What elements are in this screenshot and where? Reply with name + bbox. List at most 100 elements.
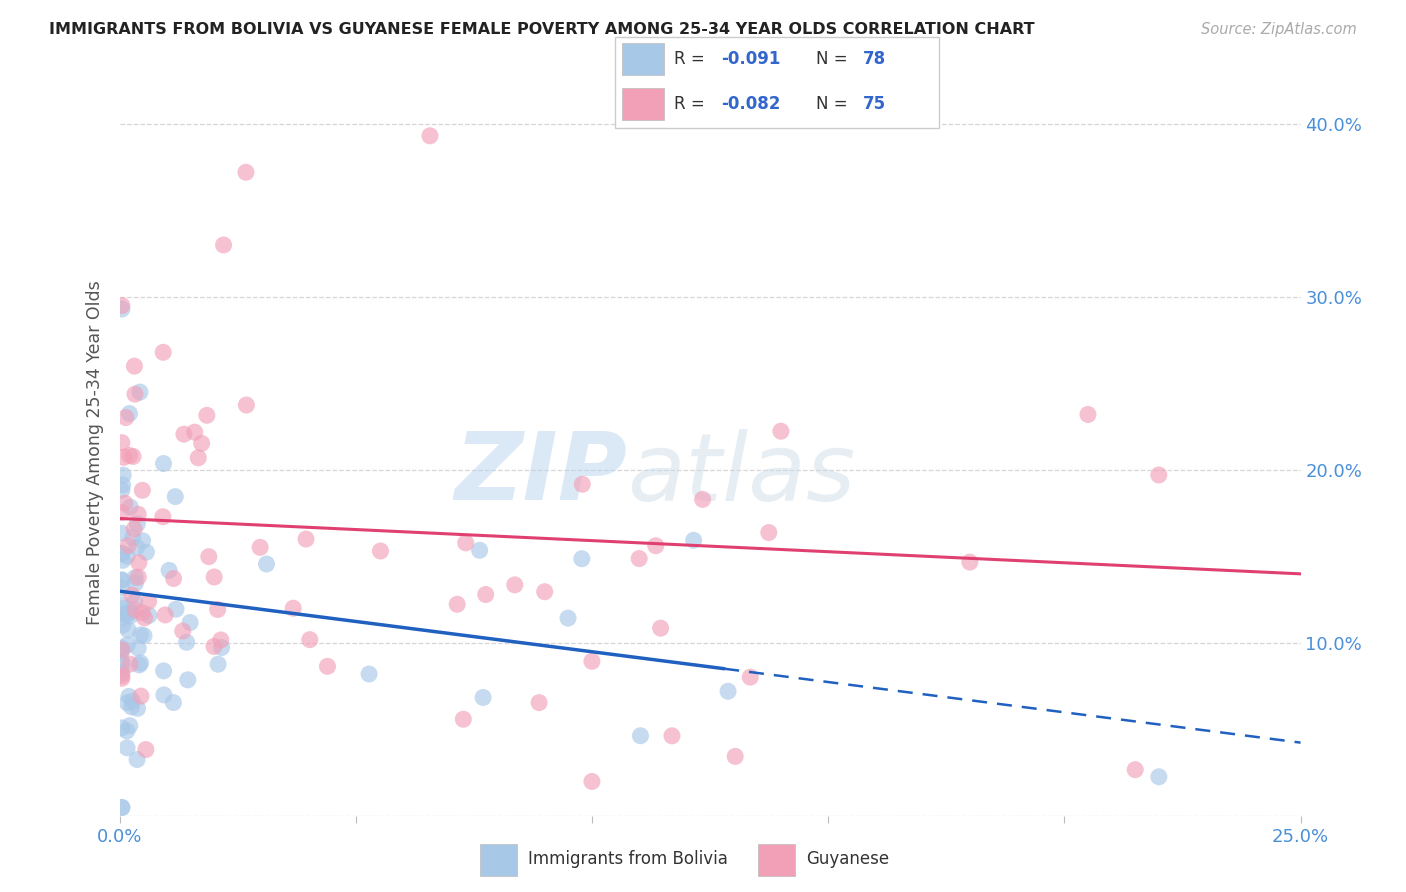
Point bbox=[472, 690, 495, 705]
Point bbox=[125, 541, 148, 555]
Point bbox=[120, 608, 142, 623]
Point bbox=[682, 533, 704, 548]
Point bbox=[111, 435, 134, 450]
Point bbox=[370, 544, 392, 558]
Point bbox=[114, 496, 136, 510]
Point bbox=[153, 688, 176, 702]
Point bbox=[111, 581, 134, 595]
Point bbox=[581, 654, 603, 668]
Point bbox=[111, 668, 134, 682]
Point bbox=[124, 570, 146, 584]
Point bbox=[111, 526, 134, 541]
Text: R =: R = bbox=[675, 95, 710, 113]
Point bbox=[724, 749, 747, 764]
Point bbox=[630, 729, 652, 743]
Point bbox=[114, 607, 136, 621]
Point bbox=[152, 509, 174, 524]
Point bbox=[453, 712, 475, 726]
Point bbox=[114, 410, 136, 425]
Point bbox=[571, 477, 593, 491]
Point bbox=[120, 500, 142, 514]
Point bbox=[135, 545, 157, 559]
Point bbox=[283, 601, 305, 615]
Bar bbox=[621, 43, 665, 75]
Point bbox=[959, 555, 981, 569]
Point bbox=[256, 557, 278, 571]
Point bbox=[138, 594, 160, 608]
Point bbox=[235, 398, 257, 412]
Point bbox=[129, 689, 152, 703]
Point bbox=[111, 301, 134, 316]
Point bbox=[112, 601, 135, 615]
Point bbox=[235, 165, 257, 179]
Point bbox=[127, 507, 149, 521]
Point bbox=[533, 584, 555, 599]
Point bbox=[121, 694, 143, 708]
Point bbox=[474, 588, 496, 602]
Point bbox=[131, 533, 153, 548]
Text: Source: ZipAtlas.com: Source: ZipAtlas.com bbox=[1201, 22, 1357, 37]
Point bbox=[111, 655, 134, 669]
Point bbox=[152, 345, 174, 359]
Point bbox=[121, 531, 143, 545]
Point bbox=[740, 670, 762, 684]
Point bbox=[129, 656, 152, 670]
Point bbox=[165, 602, 187, 616]
Point bbox=[316, 659, 339, 673]
Point bbox=[127, 516, 149, 531]
Text: N =: N = bbox=[817, 95, 853, 113]
Text: IMMIGRANTS FROM BOLIVIA VS GUYANESE FEMALE POVERTY AMONG 25-34 YEAR OLDS CORRELA: IMMIGRANTS FROM BOLIVIA VS GUYANESE FEMA… bbox=[49, 22, 1035, 37]
Point bbox=[571, 551, 593, 566]
Point bbox=[124, 603, 146, 617]
Point bbox=[124, 387, 146, 401]
Point bbox=[127, 701, 149, 715]
Point bbox=[650, 621, 672, 635]
Point bbox=[138, 608, 160, 623]
Point bbox=[117, 607, 139, 622]
Point bbox=[112, 450, 135, 465]
Point bbox=[179, 615, 201, 630]
Point bbox=[173, 427, 195, 442]
Point bbox=[127, 641, 149, 656]
Point bbox=[122, 522, 145, 536]
Point bbox=[207, 657, 229, 672]
Point bbox=[111, 671, 134, 685]
Point bbox=[1147, 770, 1170, 784]
Bar bbox=[479, 844, 517, 876]
Point bbox=[152, 664, 174, 678]
Point bbox=[135, 742, 157, 756]
Point bbox=[118, 690, 141, 704]
Point bbox=[127, 570, 149, 584]
Point bbox=[120, 605, 142, 619]
Point bbox=[128, 556, 150, 570]
Point bbox=[298, 632, 321, 647]
Point bbox=[131, 483, 153, 498]
Point bbox=[165, 490, 187, 504]
Point bbox=[1147, 467, 1170, 482]
Point bbox=[121, 588, 143, 602]
Point bbox=[419, 128, 441, 143]
Point bbox=[195, 409, 218, 423]
Point bbox=[124, 576, 146, 591]
Text: -0.091: -0.091 bbox=[721, 50, 780, 68]
Point bbox=[111, 800, 134, 814]
Point bbox=[295, 532, 318, 546]
Point bbox=[122, 450, 145, 464]
Point bbox=[190, 436, 212, 450]
Point bbox=[111, 553, 134, 567]
Point bbox=[111, 800, 134, 814]
Point bbox=[124, 595, 146, 609]
Point bbox=[111, 478, 134, 492]
Point bbox=[134, 611, 156, 625]
Point bbox=[692, 492, 714, 507]
Point bbox=[644, 539, 666, 553]
Point bbox=[111, 506, 134, 520]
Point bbox=[118, 449, 141, 463]
Point bbox=[117, 539, 139, 553]
Point bbox=[115, 696, 138, 710]
Point bbox=[128, 657, 150, 672]
Point bbox=[198, 549, 221, 564]
Point bbox=[153, 607, 176, 622]
Point bbox=[202, 640, 225, 654]
Point bbox=[111, 573, 134, 587]
